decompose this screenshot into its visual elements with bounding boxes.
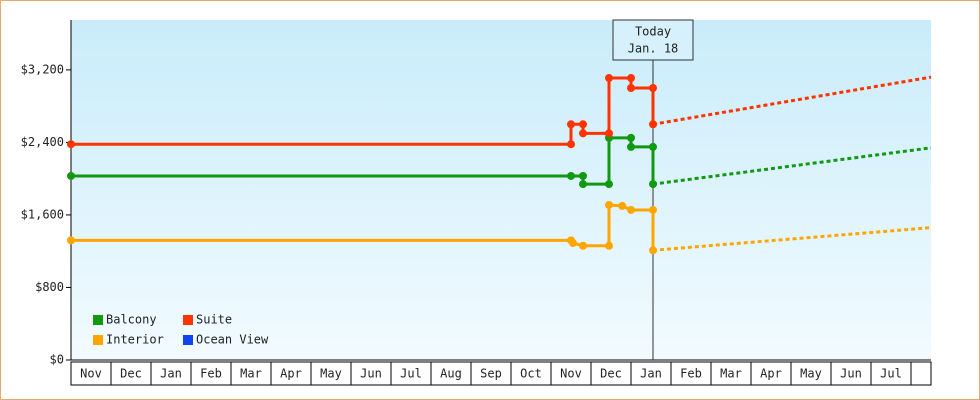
point: [649, 84, 657, 92]
point: [649, 205, 657, 214]
legend-label: Balcony: [106, 313, 157, 327]
x-tick-label: Dec: [120, 367, 142, 381]
y-tick-label: $0: [50, 353, 64, 367]
point: [567, 140, 575, 149]
x-tick-label: Apr: [280, 367, 302, 381]
point: [627, 133, 635, 142]
x-tick-label: Aug: [440, 367, 462, 381]
x-tick-label: Oct: [520, 367, 542, 381]
point: [605, 241, 613, 250]
today-box: [612, 19, 694, 61]
x-tick-label: Mar: [720, 367, 742, 381]
legend-swatch: [93, 315, 103, 325]
x-tick-label: Sep: [480, 367, 502, 381]
legend-label: Suite: [196, 313, 232, 327]
x-tick-label: May: [800, 367, 822, 381]
forecast-line: [652, 226, 932, 252]
point: [618, 201, 627, 210]
x-tick-label: Mar: [240, 367, 262, 381]
x-tick-label: Jun: [840, 367, 862, 381]
x-tick-label: Dec: [600, 367, 622, 381]
point: [649, 142, 657, 151]
x-tick-label: Jun: [360, 367, 382, 381]
x-tick-label: Nov: [560, 367, 582, 381]
plot-area: [71, 20, 931, 360]
legend-swatch: [93, 335, 103, 345]
today-label: Jan. 18: [628, 42, 679, 56]
x-tick-label: Jan: [640, 367, 662, 381]
x-tick-label: Feb: [200, 367, 222, 381]
point: [627, 84, 635, 92]
point: [627, 142, 635, 151]
legend-swatch: [183, 335, 193, 345]
forecast-line: [652, 146, 932, 186]
point: [649, 246, 657, 255]
point: [67, 171, 75, 180]
point: [67, 140, 75, 149]
point: [605, 200, 613, 209]
legend-label: Ocean View: [196, 333, 269, 347]
month-row: [70, 361, 932, 386]
y-tick-label: $2,400: [21, 135, 64, 149]
point: [579, 171, 587, 180]
x-tick-label: Jan: [160, 367, 182, 381]
x-tick-label: Nov: [80, 367, 102, 381]
x-tick-label: Jul: [400, 367, 422, 381]
x-tick-label: Apr: [760, 367, 782, 381]
series-line: [71, 136, 655, 186]
point: [649, 120, 657, 129]
point: [605, 129, 613, 138]
point: [579, 241, 587, 250]
x-tick-label: May: [320, 367, 342, 381]
point: [605, 74, 613, 83]
point: [579, 120, 587, 129]
x-tick-label: Feb: [680, 367, 702, 381]
point: [569, 239, 577, 248]
x-tick-label: Jul: [880, 367, 902, 381]
point: [67, 236, 75, 245]
legend-label: Interior: [106, 333, 164, 347]
y-tick-label: $3,200: [21, 62, 64, 76]
point: [649, 180, 657, 189]
point: [605, 180, 613, 189]
y-tick-label: $800: [35, 280, 64, 294]
forecast-line: [652, 75, 932, 126]
point: [627, 74, 635, 83]
point: [567, 120, 575, 129]
point: [627, 205, 635, 214]
point: [579, 180, 587, 189]
legend-swatch: [183, 315, 193, 325]
today-label: Today: [635, 25, 671, 39]
y-tick-label: $1,600: [21, 207, 64, 221]
point: [567, 171, 575, 180]
point: [579, 129, 587, 138]
